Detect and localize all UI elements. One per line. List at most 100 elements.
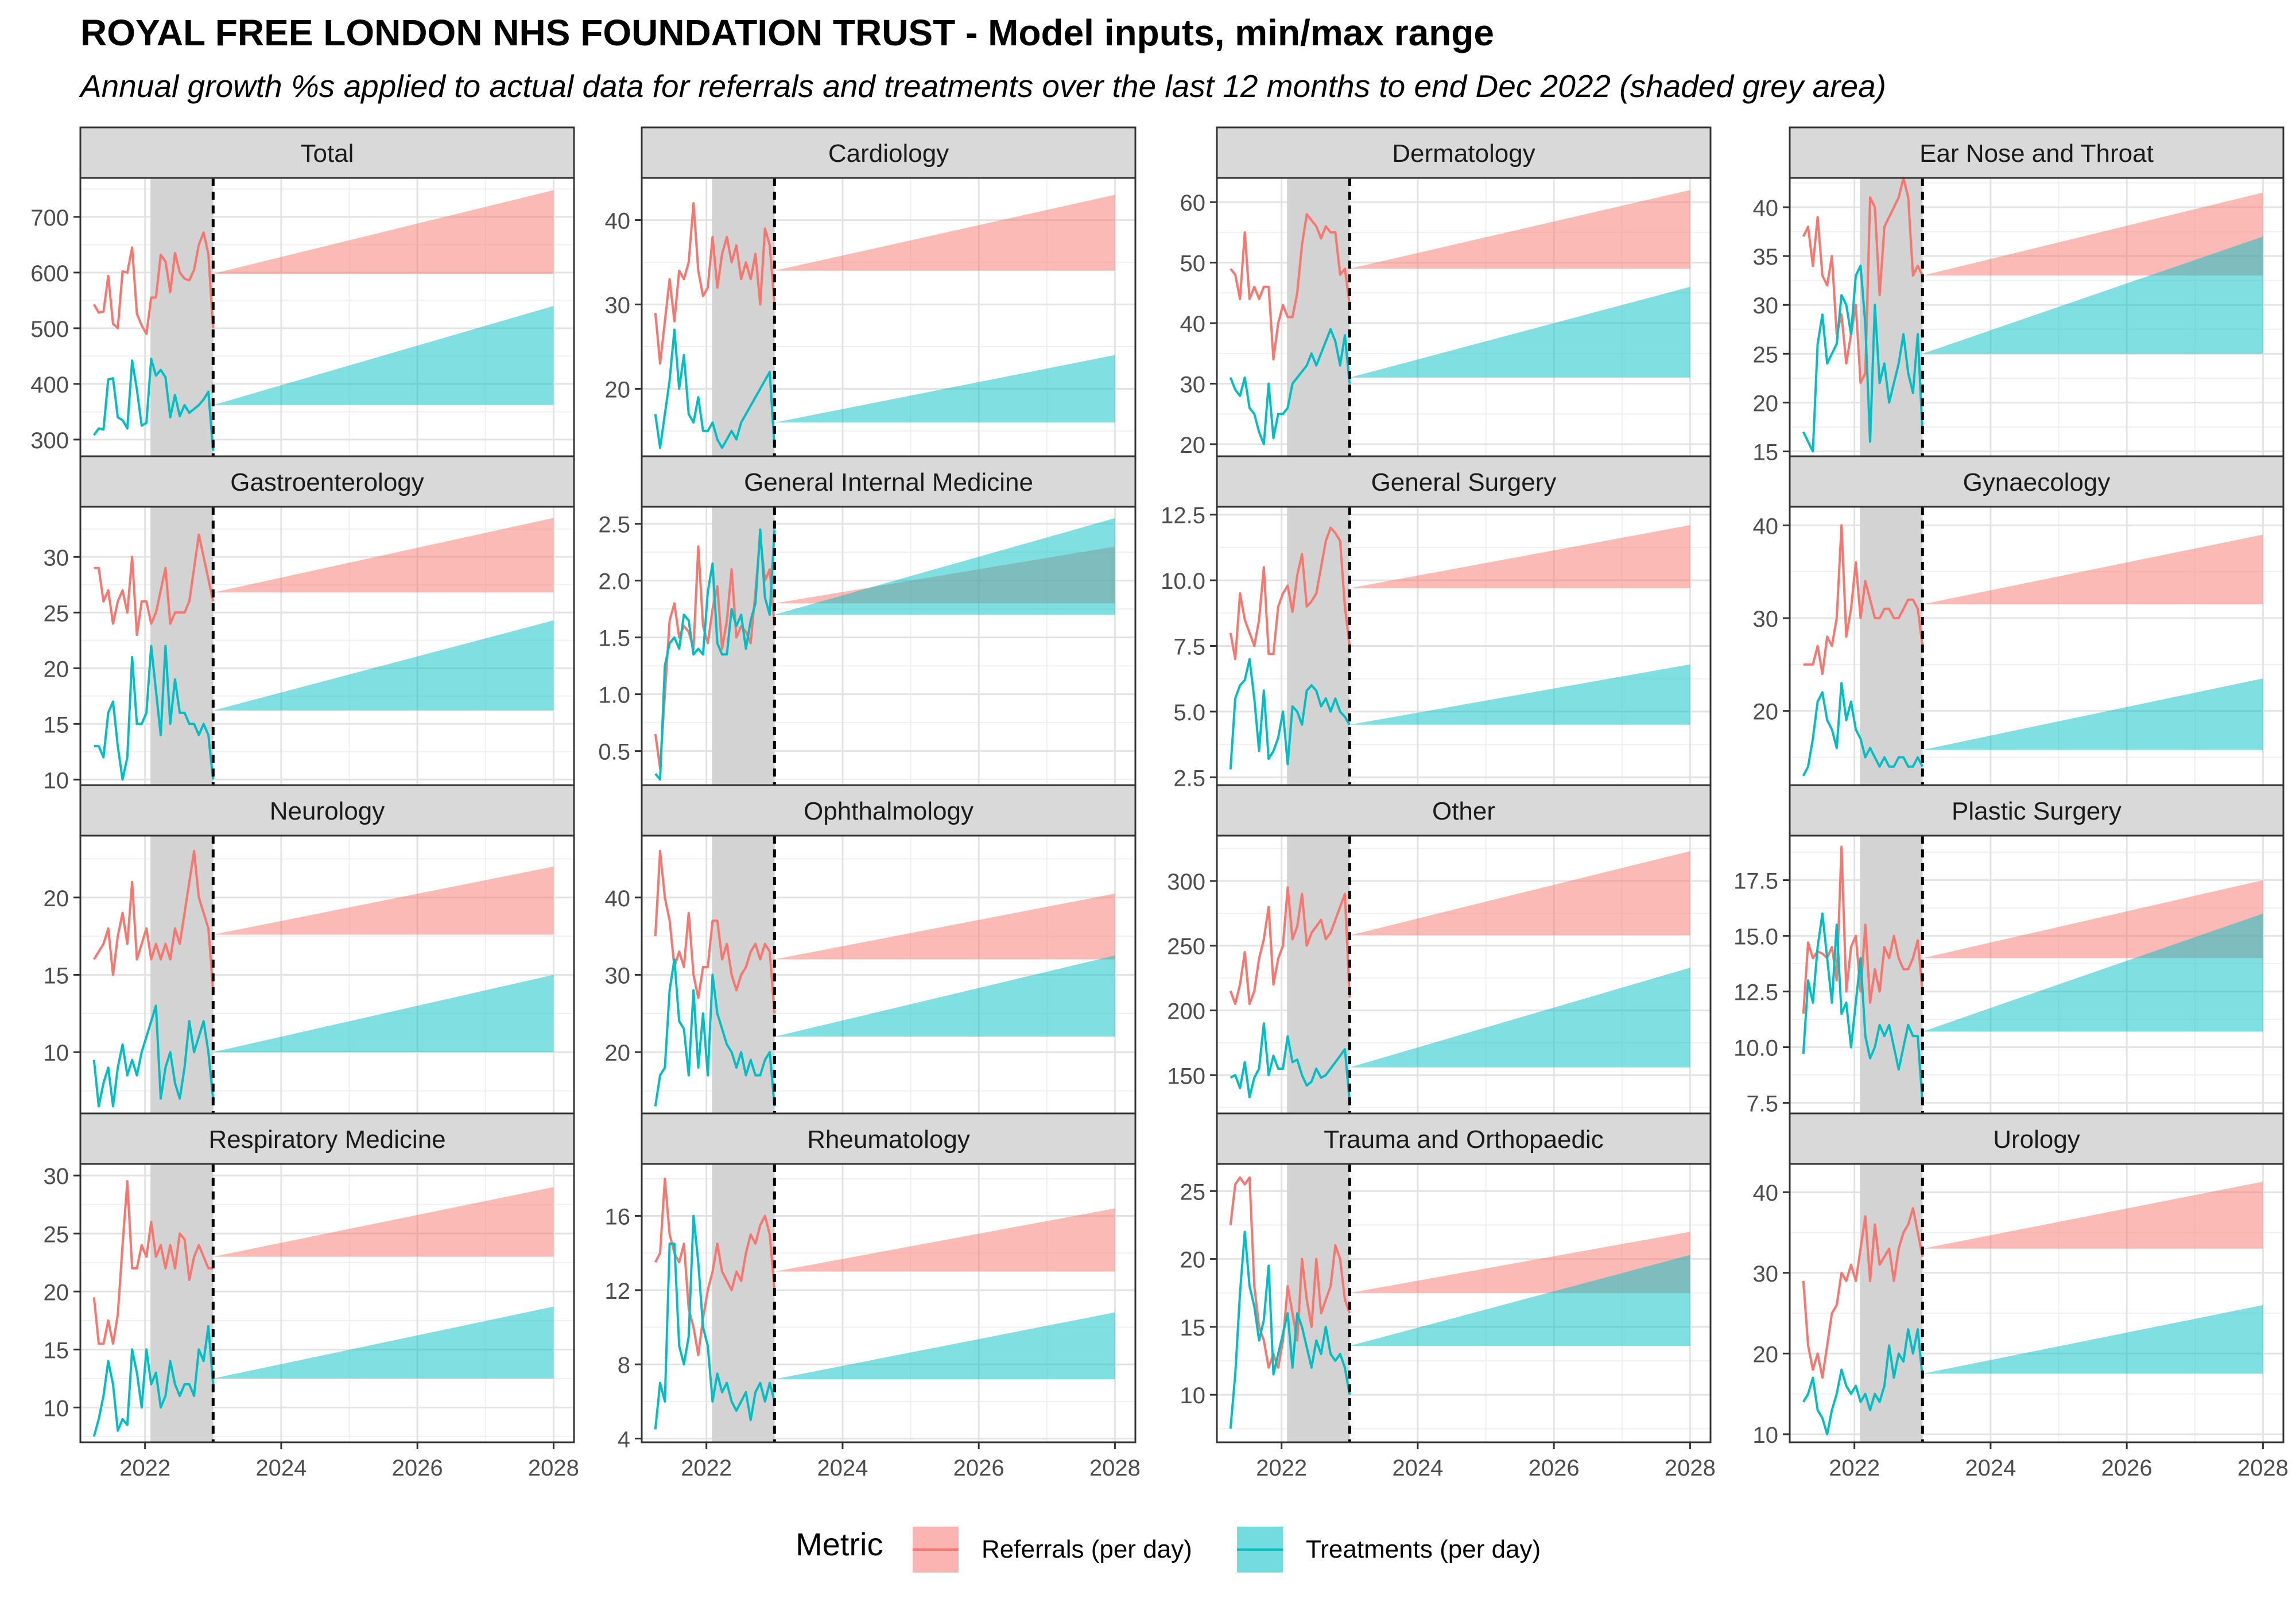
projection-ribbon-referrals [213,518,554,593]
y-tick-label: 8 [618,1353,630,1378]
y-tick-label: 20 [1753,391,1779,416]
x-tick-label: 2026 [953,1455,1004,1481]
facet-strip [79,784,575,837]
y-tick-label: 20 [1753,700,1779,725]
x-tick-label: 2028 [528,1455,579,1481]
y-tick-label: 15 [44,964,69,989]
x-tick-label: 2022 [681,1455,732,1481]
projection-ribbon-treatments [1922,678,2263,750]
y-tick-label: 20 [44,886,69,911]
facet-label: Gastroenterology [230,468,424,496]
projection-ribbon-treatments [1349,968,1690,1068]
series-line-treatments [93,358,215,451]
projection-ribbon-referrals [1349,190,1690,269]
series-line-treatments [1230,1022,1351,1101]
y-tick-label: 20 [605,377,631,402]
series-line-referrals [1229,1176,1351,1369]
x-tick-label: 2022 [119,1455,170,1481]
shaded-period [150,507,214,785]
y-tick-label: 7.5 [1746,1092,1778,1117]
facet-label: Urology [1993,1125,2080,1154]
projection-ribbon-referrals [1922,880,2263,958]
y-tick-label: 20 [44,657,69,682]
facet-strip [79,1112,575,1165]
series-line-referrals [1229,886,1351,1006]
facet-strip [1216,784,1712,837]
y-tick-label: 200 [1167,999,1205,1024]
y-tick-label: 40 [1180,312,1206,337]
panel-respiratory-medicine: Respiratory Medicine 10 15 20 25 30 2022 2024 20… [44,1112,579,1481]
x-tick-label: 2028 [2237,1455,2289,1481]
y-tick-label: 30 [605,293,631,318]
series-line-treatments [1229,658,1351,770]
shaded-period [1860,1164,1923,1442]
y-tick-label: 25 [44,601,69,626]
facet-label: Plastic Surgery [1952,797,2122,825]
projection-ribbon-referrals [774,894,1115,960]
series-line-referrals [92,231,215,335]
x-tick-label: 2026 [1529,1455,1580,1481]
shaded-period [150,836,214,1114]
projection-ribbon-treatments [774,518,1115,615]
shaded-period [1287,178,1350,456]
x-tick-label: 2026 [392,1455,443,1481]
chart-title: ROYAL FREE LONDON NHS FOUNDATION TRUST -… [80,12,1494,53]
facet-strip [1216,126,1712,179]
shaded-period [150,178,214,456]
panel-ophthalmology: Ophthalmology 20 30 40 [605,784,1137,1115]
facet-strip [79,455,575,508]
series-line-treatments [654,958,776,1107]
facet-label: Neurology [270,797,385,825]
projection-ribbon-referrals [213,866,554,935]
y-tick-label: 10.0 [1733,1036,1778,1061]
projection-ribbon-treatments [1922,236,2263,354]
facet-label: Trauma and Orthopaedic [1324,1125,1604,1154]
x-tick-label: 2022 [1256,1455,1307,1481]
projection-ribbon-referrals [1922,534,2263,604]
panel-urology: Urology 10 20 30 40 2022 2024 2026 2028 [1753,1112,2289,1481]
facet-label: General Internal Medicine [744,468,1033,496]
legend-label-referrals: Referrals (per day) [982,1535,1192,1563]
y-tick-label: 40 [605,886,631,911]
shaded-period [1287,1164,1350,1442]
legend-key-treatments [1237,1527,1283,1573]
y-tick-label: 15.0 [1733,925,1778,950]
panel-border [1789,1163,2285,1443]
series-line-treatments [1229,328,1351,445]
facet-label: Cardiology [828,139,949,168]
series-line-treatments [1802,682,1924,777]
series-line-referrals [1229,526,1351,661]
y-tick-label: 30 [1753,1261,1779,1287]
y-tick-label: 20 [1753,1342,1779,1367]
projection-ribbon-referrals [1349,525,1690,588]
projection-ribbon-treatments [1922,1305,2263,1374]
projection-ribbon-treatments [213,306,554,405]
series-line-referrals [92,1180,214,1345]
y-tick-label: 10 [1180,1383,1206,1408]
panel-gastroenterology: Gastroenterology 10 15 20 25 30 [44,455,575,793]
series-line-referrals [1802,845,1924,1014]
panel-other: Other 150 200 250 300 [1167,784,1712,1115]
panel-neurology: Neurology 10 15 20 [44,784,575,1115]
y-tick-label: 30 [605,964,631,989]
series-line-treatments [1229,1231,1351,1429]
facet-label: Respiratory Medicine [208,1125,445,1154]
y-tick-label: 12.5 [1733,980,1778,1006]
y-tick-label: 40 [605,208,631,234]
facet-label: Dermatology [1392,139,1535,168]
series-line-referrals [654,202,776,365]
projection-ribbon-treatments [213,620,554,711]
series-line-treatments [654,1214,776,1430]
y-tick-label: 12.5 [1161,503,1205,529]
panel-general-internal-medicine: General Internal Medicine 0.5 1.0 1.5 2.0 2.5 [598,455,1137,786]
facet-strip [1789,1112,2285,1165]
projection-ribbon-treatments [1922,913,2263,1032]
series-line-referrals [1230,213,1351,361]
y-tick-label: 600 [30,261,69,286]
projection-ribbon-referrals [1922,192,2263,276]
y-tick-label: 15 [44,1338,69,1363]
panel-rheumatology: Rheumatology 4 8 12 16 2022 2024 2026 2028 [605,1112,1141,1481]
panel-general-surgery: General Surgery 2.5 5.0 7.5 10.0 12.5 [1161,455,1712,791]
projection-ribbon-referrals [1349,1232,1690,1293]
series-line-treatments [92,1325,215,1437]
